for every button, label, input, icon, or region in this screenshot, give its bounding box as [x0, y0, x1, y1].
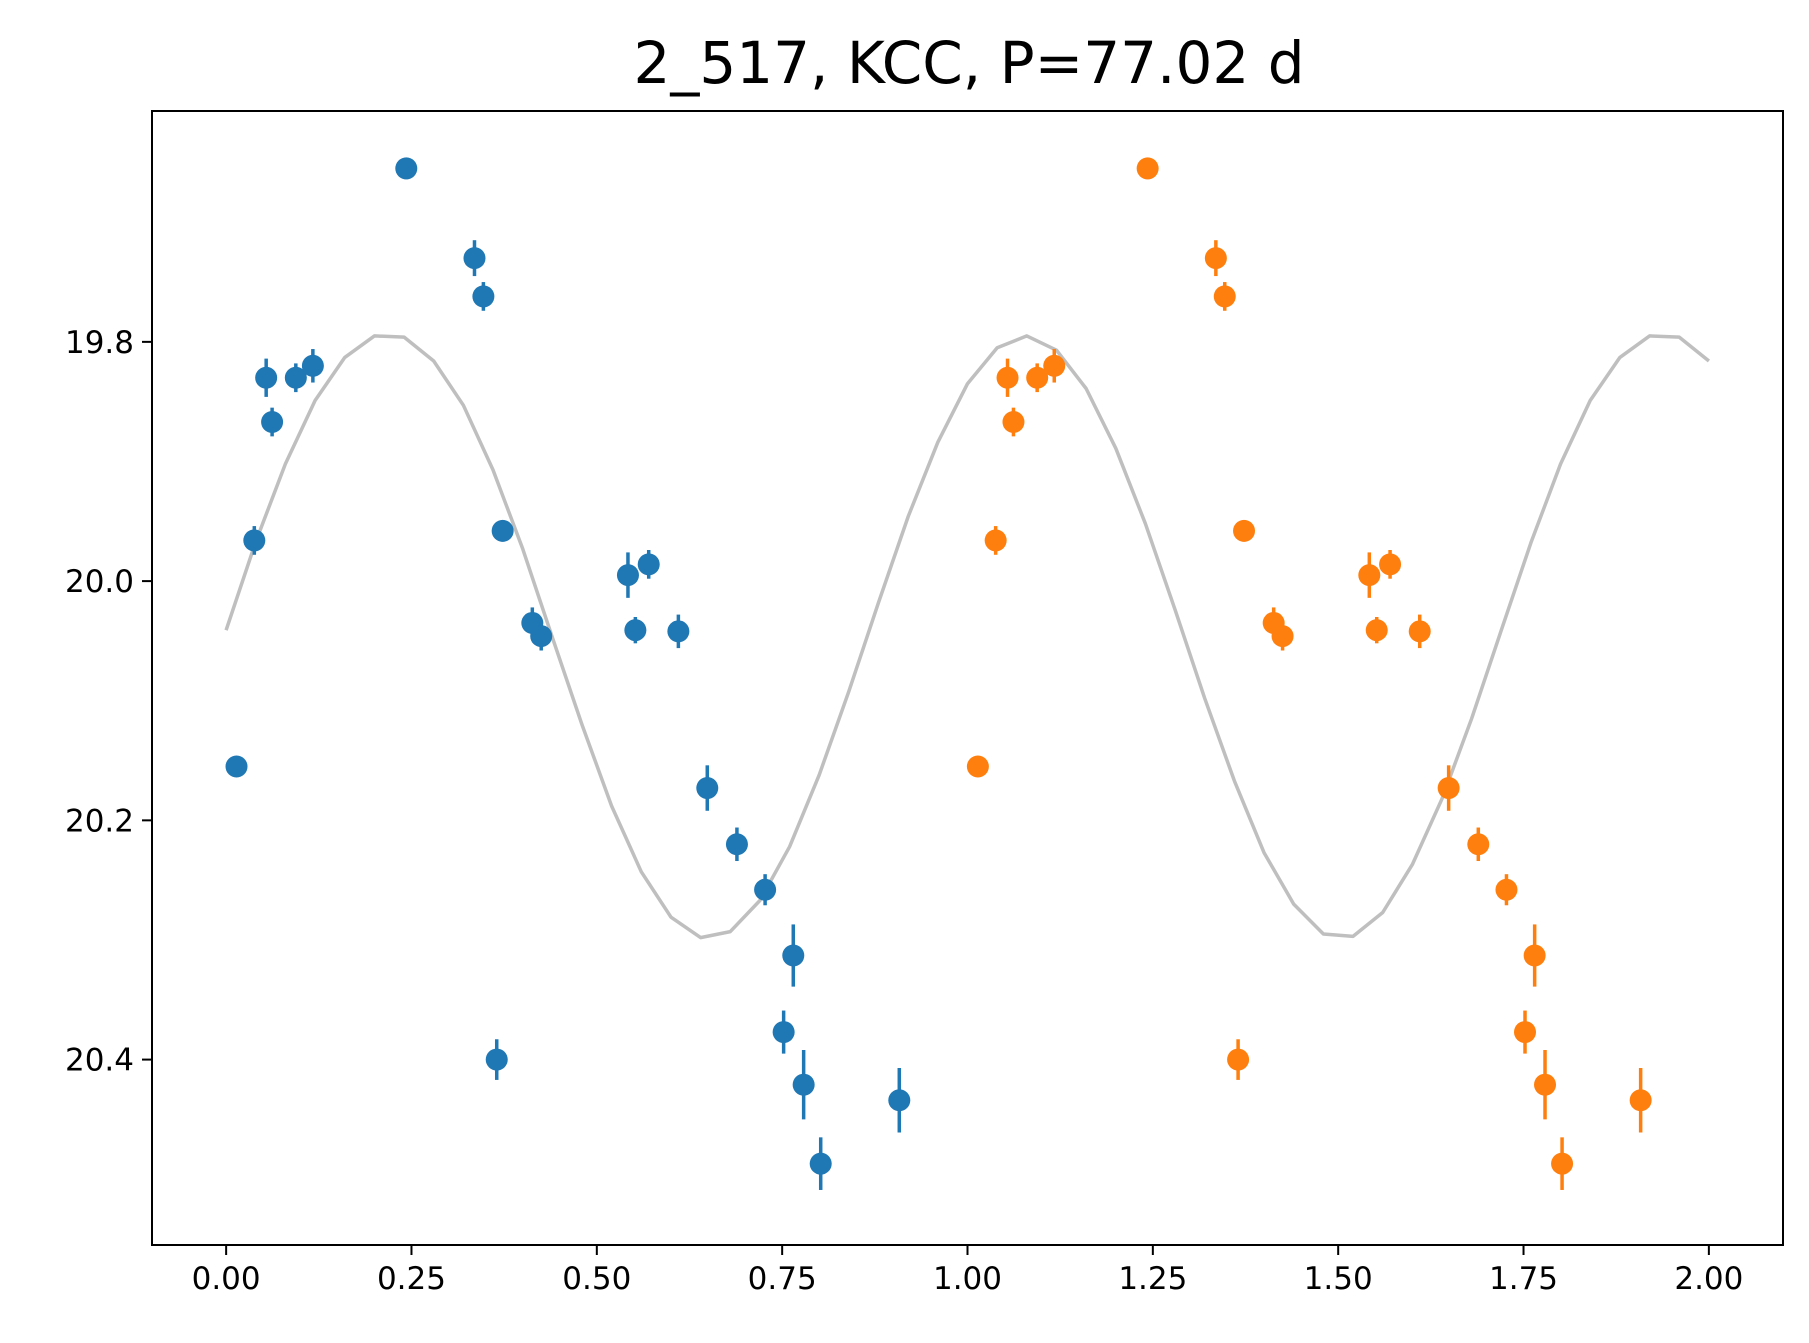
data-point: [1534, 1073, 1557, 1096]
x-tick-label: 0.00: [192, 1261, 261, 1297]
data-point: [792, 1073, 815, 1096]
y-tick-label: 20.0: [65, 564, 134, 600]
data-points-layer: [225, 157, 1652, 1190]
data-point: [1227, 1048, 1250, 1071]
data-point: [637, 553, 660, 576]
data-point: [1495, 878, 1518, 901]
data-point: [284, 366, 307, 389]
data-point: [782, 944, 805, 967]
data-point: [888, 1089, 911, 1112]
data-point: [696, 777, 719, 800]
plot-frame: [151, 110, 1784, 1246]
x-tick-label: 0.75: [748, 1261, 817, 1297]
data-point: [616, 564, 639, 587]
data-point: [485, 1048, 508, 1071]
x-axis: 0.00 0.25 0.50 0.75 1.00 1.25 1.50 1.75 2.00: [192, 1245, 1743, 1297]
x-tick-label: 1.25: [1118, 1261, 1187, 1297]
data-point: [984, 529, 1007, 552]
y-tick-label: 19.8: [65, 325, 134, 361]
data-point: [996, 366, 1019, 389]
x-tick-label: 0.25: [377, 1261, 446, 1297]
data-point: [255, 366, 278, 389]
data-point: [1379, 553, 1402, 576]
series-2: [966, 157, 1652, 1190]
model-curve: [224, 334, 1710, 940]
data-point: [395, 157, 418, 180]
data-point: [966, 755, 989, 778]
data-point: [1204, 247, 1227, 270]
data-point: [472, 285, 495, 308]
x-tick-label: 1.50: [1304, 1261, 1373, 1297]
data-point: [463, 247, 486, 270]
data-point: [809, 1152, 832, 1175]
data-point: [530, 625, 553, 648]
x-tick-label: 1.00: [933, 1261, 1002, 1297]
data-point: [1026, 366, 1049, 389]
data-point: [772, 1021, 795, 1044]
data-point: [1136, 157, 1159, 180]
data-point: [1002, 411, 1025, 434]
data-point: [1408, 620, 1431, 643]
data-point: [243, 529, 266, 552]
y-tick-label: 20.2: [65, 803, 134, 839]
data-point: [491, 519, 514, 542]
data-point: [301, 354, 324, 377]
x-tick-label: 2.00: [1674, 1261, 1743, 1297]
data-point: [754, 878, 777, 901]
data-point: [225, 755, 248, 778]
data-point: [1467, 833, 1490, 856]
chart-title: 2_517, KCC, P=77.02 d: [633, 29, 1304, 97]
data-point: [261, 411, 284, 434]
data-point: [1271, 625, 1294, 648]
x-tick-label: 1.75: [1489, 1261, 1558, 1297]
x-tick-label: 0.50: [562, 1261, 631, 1297]
data-point: [667, 620, 690, 643]
data-point: [1213, 285, 1236, 308]
y-axis: 19.8 20.0 20.2 20.4: [65, 325, 152, 1079]
data-point: [1365, 619, 1388, 642]
data-point: [1437, 777, 1460, 800]
data-point: [1551, 1152, 1574, 1175]
model-curve-layer: [224, 334, 1710, 940]
data-point: [624, 619, 647, 642]
data-point: [1043, 354, 1066, 377]
data-point: [725, 833, 748, 856]
data-point: [1514, 1021, 1537, 1044]
data-point: [1358, 564, 1381, 587]
series-1: [225, 157, 911, 1190]
data-point: [1523, 944, 1546, 967]
y-tick-label: 20.4: [65, 1043, 134, 1079]
data-point: [1233, 519, 1256, 542]
data-point: [1629, 1089, 1652, 1112]
